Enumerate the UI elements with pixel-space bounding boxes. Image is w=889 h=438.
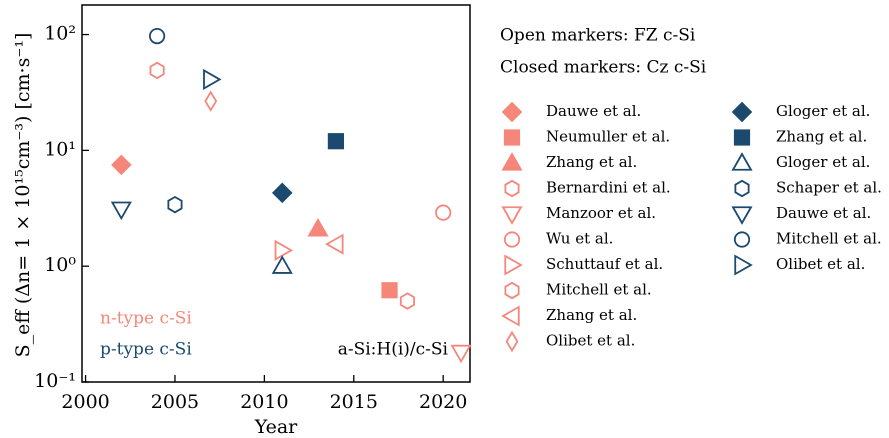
- legend-marker: [504, 254, 523, 276]
- legend-label: Zhang et al.: [546, 153, 637, 171]
- point: [381, 282, 398, 299]
- point: [274, 239, 294, 261]
- legend-label: Olibet et al.: [776, 255, 865, 273]
- legend-marker: [733, 231, 751, 248]
- legend-label: Bernardini et al.: [546, 179, 671, 197]
- point: [271, 255, 293, 274]
- legend-marker: [501, 101, 523, 123]
- y-axis-label: S_eff (Δn= 1 × 10¹⁵cm⁻³) [cm·s⁻¹]: [12, 33, 34, 358]
- y-tick-label: 10⁻¹: [34, 370, 76, 392]
- x-tick-label: 2005: [151, 391, 199, 413]
- legend-marker: [504, 281, 520, 300]
- point: [399, 292, 415, 310]
- point: [110, 201, 132, 221]
- y-tick-label: 10⁰: [44, 254, 76, 276]
- annotation: a-Si:H(i)/c-Si: [338, 340, 449, 360]
- legend-marker: [731, 152, 753, 171]
- legend-marker: [734, 254, 753, 276]
- y-tick-label: 10²: [44, 23, 76, 45]
- legend-label: Zhang et al.: [546, 306, 637, 324]
- legend-label: Schaper et al.: [776, 179, 882, 197]
- legend-marker: [734, 179, 750, 198]
- legend-marker: [504, 179, 520, 198]
- legend-label: Zhang et al.: [776, 128, 867, 146]
- annotation: n-type c-Si: [100, 309, 192, 329]
- legend-label: Dauwe et al.: [546, 102, 641, 120]
- legend-marker: [503, 129, 521, 146]
- legend-label: Mitchell et al.: [546, 281, 652, 299]
- point: [450, 344, 472, 364]
- point: [203, 68, 222, 90]
- legend-label: Manzoor et al.: [546, 204, 656, 222]
- point: [149, 61, 165, 80]
- legend-label: Olibet et al.: [546, 332, 635, 350]
- point: [111, 154, 132, 176]
- point: [327, 133, 344, 150]
- point: [148, 27, 166, 45]
- legend-title: Closed markers: Cz c-Si: [500, 58, 707, 78]
- legend-marker: [501, 305, 520, 327]
- point: [325, 233, 344, 255]
- plot-frame: [81, 4, 471, 383]
- point: [271, 182, 293, 204]
- legend-marker: [503, 231, 521, 248]
- point: [167, 195, 183, 214]
- legend-label: Mitchell et al.: [776, 230, 882, 248]
- point: [204, 90, 218, 112]
- annotation: p-type c-Si: [100, 340, 192, 360]
- y-tick-label: 10¹: [44, 138, 76, 160]
- point: [307, 218, 329, 237]
- x-tick-label: 2010: [240, 391, 288, 413]
- legend-label: Gloger et al.: [776, 153, 870, 171]
- legend-label: Schuttauf et al.: [546, 255, 663, 273]
- legend-marker: [505, 330, 519, 353]
- legend-marker: [731, 101, 753, 123]
- legend-label: Wu et al.: [546, 230, 613, 248]
- legend-marker: [501, 206, 523, 225]
- x-tick-label: 2015: [330, 391, 378, 413]
- point: [435, 204, 452, 221]
- legend-label: Gloger et al.: [776, 102, 870, 120]
- x-tick-label: 2020: [419, 391, 467, 413]
- x-tick-label: 2000: [61, 391, 109, 413]
- x-axis-label: Year: [254, 416, 298, 438]
- legend-marker: [733, 129, 751, 146]
- legend-title: Open markers: FZ c-Si: [500, 26, 696, 46]
- legend-label: Dauwe et al.: [776, 204, 871, 222]
- legend-marker: [501, 152, 523, 171]
- legend-marker: [731, 206, 753, 225]
- legend-label: Neumuller et al.: [546, 128, 670, 146]
